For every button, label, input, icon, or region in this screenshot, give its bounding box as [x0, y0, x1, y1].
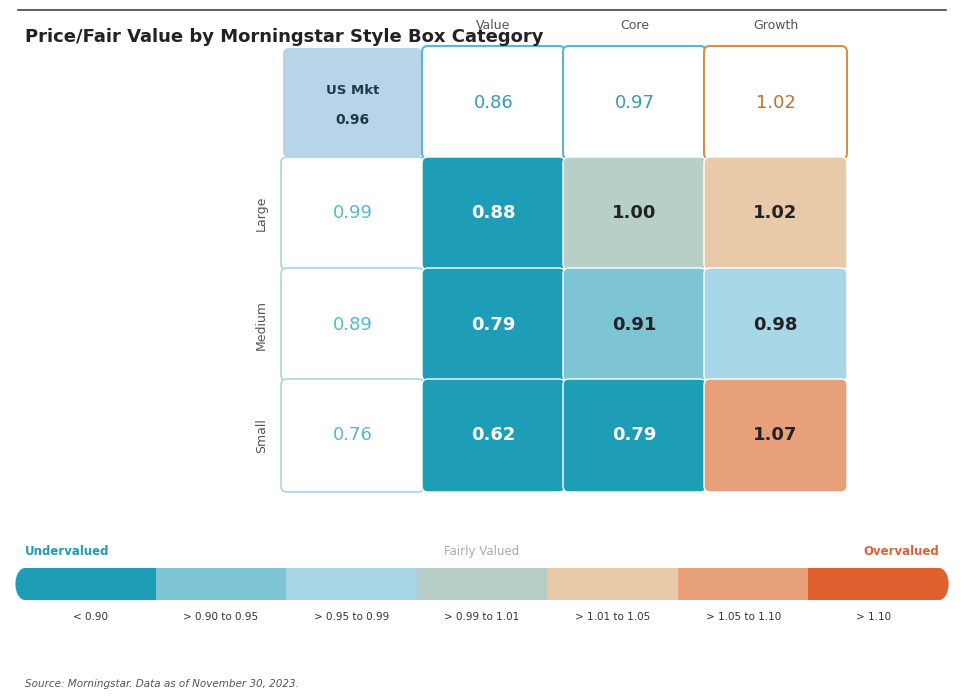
- FancyBboxPatch shape: [704, 46, 847, 159]
- Bar: [416, 568, 548, 600]
- Text: > 1.05 to 1.10: > 1.05 to 1.10: [706, 612, 781, 622]
- Text: 1.02: 1.02: [756, 93, 795, 112]
- Bar: [678, 568, 809, 600]
- Bar: [548, 568, 678, 600]
- FancyBboxPatch shape: [704, 379, 847, 492]
- FancyBboxPatch shape: [281, 379, 424, 492]
- Text: 0.86: 0.86: [473, 93, 514, 112]
- Text: > 0.99 to 1.01: > 0.99 to 1.01: [444, 612, 520, 622]
- FancyBboxPatch shape: [563, 268, 706, 381]
- Text: Value: Value: [476, 19, 511, 32]
- FancyBboxPatch shape: [422, 46, 565, 159]
- FancyBboxPatch shape: [281, 157, 424, 270]
- Text: 0.88: 0.88: [471, 204, 516, 222]
- Ellipse shape: [929, 568, 949, 600]
- Text: 0.96: 0.96: [335, 114, 369, 128]
- Text: 0.89: 0.89: [333, 316, 372, 333]
- Bar: [25, 568, 155, 600]
- Text: > 1.01 to 1.05: > 1.01 to 1.05: [575, 612, 650, 622]
- Text: 0.98: 0.98: [753, 316, 798, 333]
- FancyBboxPatch shape: [422, 268, 565, 381]
- Ellipse shape: [15, 568, 35, 600]
- Text: 1.02: 1.02: [753, 204, 797, 222]
- FancyBboxPatch shape: [704, 268, 847, 381]
- Text: Core: Core: [620, 19, 649, 32]
- Text: > 0.95 to 0.99: > 0.95 to 0.99: [314, 612, 389, 622]
- Text: 0.99: 0.99: [333, 204, 372, 222]
- FancyBboxPatch shape: [281, 268, 424, 381]
- Text: 1.00: 1.00: [612, 204, 656, 222]
- Text: > 0.90 to 0.95: > 0.90 to 0.95: [183, 612, 258, 622]
- Text: Price/Fair Value by Morningstar Style Box Category: Price/Fair Value by Morningstar Style Bo…: [25, 28, 544, 46]
- FancyBboxPatch shape: [704, 157, 847, 270]
- Text: Large: Large: [255, 196, 268, 231]
- Text: < 0.90: < 0.90: [73, 612, 108, 622]
- Bar: [809, 568, 939, 600]
- Bar: [286, 568, 416, 600]
- Text: Growth: Growth: [753, 19, 798, 32]
- FancyBboxPatch shape: [563, 157, 706, 270]
- Text: Medium: Medium: [255, 300, 268, 349]
- Text: 0.79: 0.79: [612, 427, 656, 445]
- Text: Small: Small: [255, 418, 268, 453]
- Text: Source: Morningstar. Data as of November 30, 2023.: Source: Morningstar. Data as of November…: [25, 679, 299, 689]
- Text: 0.79: 0.79: [471, 316, 516, 333]
- Text: 0.97: 0.97: [614, 93, 655, 112]
- Text: Overvalued: Overvalued: [863, 545, 939, 558]
- Bar: [155, 568, 286, 600]
- Text: Undervalued: Undervalued: [25, 545, 110, 558]
- Text: Fairly Valued: Fairly Valued: [444, 545, 520, 558]
- Text: US Mkt: US Mkt: [326, 84, 379, 97]
- Text: 0.91: 0.91: [612, 316, 656, 333]
- FancyBboxPatch shape: [563, 46, 706, 159]
- Text: 0.76: 0.76: [333, 427, 372, 445]
- FancyBboxPatch shape: [283, 48, 422, 157]
- FancyBboxPatch shape: [422, 157, 565, 270]
- Text: > 1.10: > 1.10: [856, 612, 892, 622]
- FancyBboxPatch shape: [563, 379, 706, 492]
- Text: 1.07: 1.07: [753, 427, 797, 445]
- FancyBboxPatch shape: [422, 379, 565, 492]
- Text: 0.62: 0.62: [471, 427, 516, 445]
